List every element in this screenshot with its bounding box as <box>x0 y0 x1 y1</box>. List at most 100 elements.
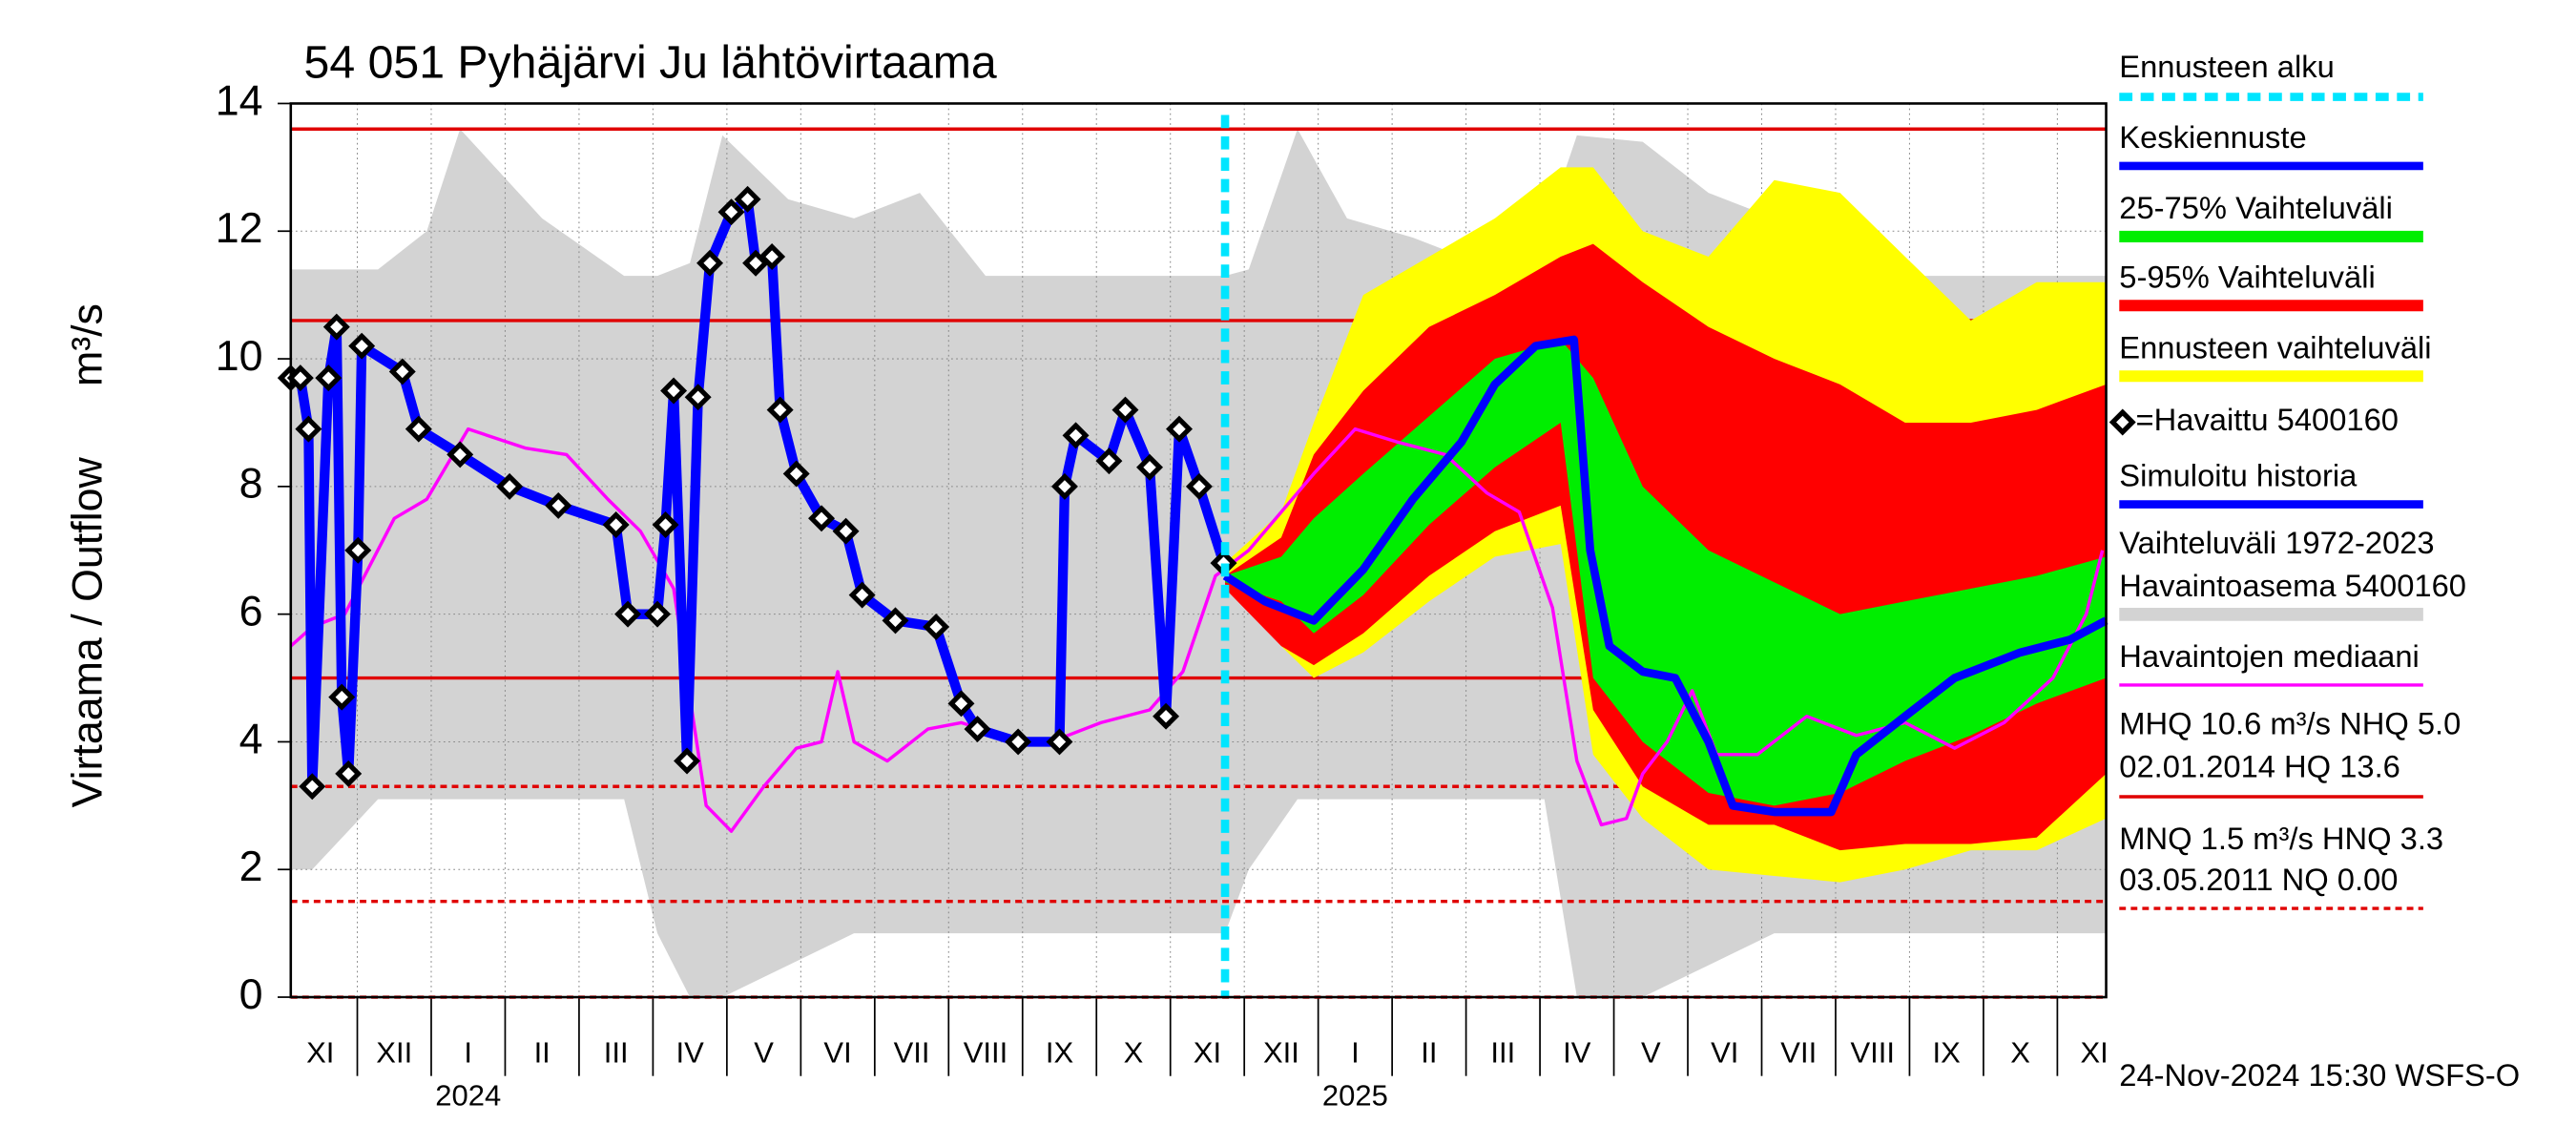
legend-label: 5-95% Vaihteluväli <box>2119 259 2375 294</box>
observation-marker <box>315 364 343 392</box>
x-tick-label: III <box>1490 1035 1515 1069</box>
x-tick-label: V <box>1641 1035 1661 1069</box>
y-tick-label: 6 <box>239 587 263 635</box>
observation-marker <box>832 517 860 545</box>
legend-label: MHQ 10.6 m³/s NHQ 5.0 <box>2119 706 2461 741</box>
observation-marker <box>923 614 950 641</box>
x-tick-label: IX <box>1933 1035 1962 1069</box>
observation-marker <box>286 364 314 392</box>
x-tick-label: XI <box>2080 1035 2108 1069</box>
observation-marker <box>1095 448 1123 475</box>
y-tick-label: 8 <box>239 460 263 508</box>
observation-marker <box>1185 472 1213 500</box>
x-tick-label: XII <box>1263 1035 1299 1069</box>
observation-marker <box>614 600 642 628</box>
x-tick-label: IV <box>1563 1035 1591 1069</box>
observation-marker <box>344 536 372 564</box>
x-tick-label: IV <box>675 1035 704 1069</box>
x-tick-label: VII <box>1780 1035 1817 1069</box>
x-tick-label: XI <box>1194 1035 1221 1069</box>
x-tick-label: VIII <box>1850 1035 1895 1069</box>
x-tick-label: XI <box>306 1035 334 1069</box>
footer: 24-Nov-2024 15:30 WSFS-O <box>2119 1057 2520 1093</box>
x-tick-label: VI <box>823 1035 851 1069</box>
series-line <box>289 427 2105 833</box>
observation-marker <box>388 358 416 385</box>
x-tick-label: V <box>754 1035 774 1069</box>
observation-marker <box>652 511 679 538</box>
y-tick-label: 2 <box>239 843 263 890</box>
legend-label: 03.05.2011 NQ 0.00 <box>2119 862 2398 897</box>
observation-marker <box>782 460 810 488</box>
observation-marker <box>335 760 363 787</box>
observation-marker <box>1062 422 1090 449</box>
y-tick-label: 14 <box>216 76 263 124</box>
legend-label: Vaihteluväli 1972-2023 <box>2119 525 2434 560</box>
observation-marker <box>447 441 474 468</box>
observation-marker <box>496 472 524 500</box>
observation-marker <box>964 716 991 743</box>
observation-marker <box>882 607 909 635</box>
legend-label: Ennusteen alku <box>2119 49 2334 84</box>
legend-label: =Havaittu 5400160 <box>2136 402 2399 437</box>
y-tick-label: 10 <box>216 332 263 380</box>
observation-marker <box>295 415 322 443</box>
observation-marker <box>1046 728 1073 756</box>
x-tick-label: II <box>534 1035 551 1069</box>
observation-marker <box>1136 453 1164 481</box>
legend-label: Keskiennuste <box>2119 119 2306 155</box>
legend-label: Havaintojen mediaani <box>2119 638 2420 674</box>
observation-marker <box>947 690 975 718</box>
x-tick-label: VI <box>1711 1035 1738 1069</box>
year-label: 2025 <box>1322 1078 1388 1112</box>
x-tick-label: VII <box>894 1035 930 1069</box>
observation-marker <box>766 396 794 424</box>
observation-marker <box>674 747 701 775</box>
x-tick-label: III <box>604 1035 629 1069</box>
observation-marker <box>405 415 432 443</box>
plot-frame <box>289 102 2108 999</box>
y-axis-label: Virtaama / Outflow <box>64 457 112 808</box>
chart-title: 54 051 Pyhäjärvi Ju lähtövirtaama <box>304 37 997 89</box>
observation-marker <box>660 377 688 405</box>
x-tick-label: I <box>1351 1035 1360 1069</box>
observation-marker <box>848 581 876 609</box>
observation-marker <box>1050 472 1078 500</box>
x-tick-label: X <box>2010 1035 2030 1069</box>
legend-label: Simuloitu historia <box>2119 458 2358 493</box>
legend-label: 02.01.2014 HQ 13.6 <box>2119 748 2400 783</box>
y-tick-label: 4 <box>239 715 263 762</box>
observation-marker <box>758 243 786 271</box>
observation-marker <box>644 600 672 628</box>
series-line <box>1222 335 2109 817</box>
y-axis-unit: m³/s <box>64 303 112 386</box>
x-tick-label: XII <box>376 1035 412 1069</box>
observation-marker <box>322 313 350 341</box>
legend-label: Havaintoasema 5400160 <box>2119 568 2466 603</box>
y-tick-label: 0 <box>239 970 263 1018</box>
observation-marker <box>1153 702 1180 730</box>
x-tick-label: I <box>464 1035 472 1069</box>
observation-marker <box>1005 728 1032 756</box>
legend-label: 25-75% Vaihteluväli <box>2119 190 2393 225</box>
legend-label: Ennusteen vaihteluväli <box>2119 329 2431 364</box>
x-tick-label: II <box>1421 1035 1437 1069</box>
year-label: 2024 <box>435 1078 501 1112</box>
observation-marker <box>717 198 745 226</box>
observation-marker <box>684 384 712 411</box>
observation-marker <box>348 332 376 360</box>
legend-label: MNQ 1.5 m³/s HNQ 3.3 <box>2119 821 2443 856</box>
observation-marker <box>328 683 356 711</box>
legend-swatch <box>2109 408 2136 436</box>
x-tick-label: VIII <box>964 1035 1008 1069</box>
observation-marker <box>602 511 630 538</box>
observation-marker <box>1166 415 1193 443</box>
x-tick-label: IX <box>1046 1035 1074 1069</box>
observation-marker <box>299 773 326 801</box>
y-tick-label: 12 <box>216 204 263 252</box>
observation-marker <box>1111 396 1139 424</box>
observation-marker <box>696 249 724 277</box>
observation-marker <box>545 491 572 519</box>
